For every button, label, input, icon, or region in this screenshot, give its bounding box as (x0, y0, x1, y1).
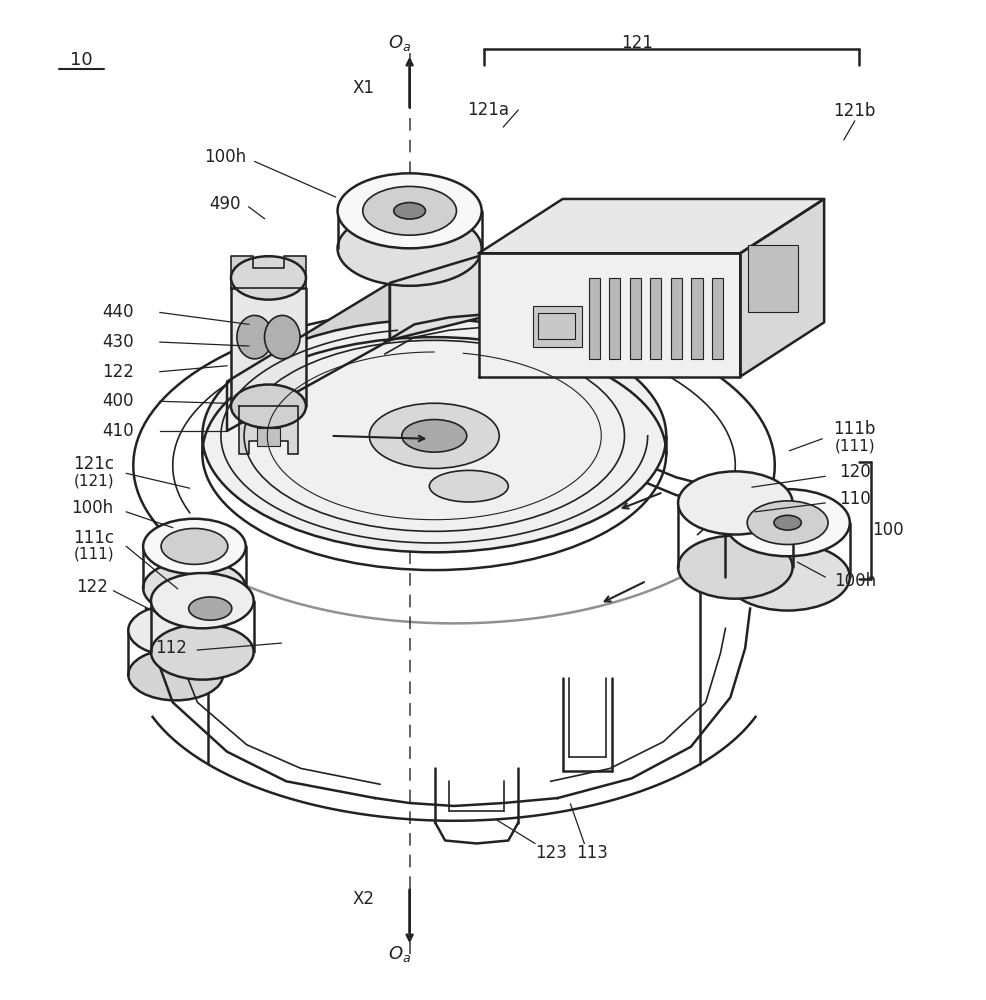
Text: 122: 122 (76, 578, 107, 596)
Ellipse shape (151, 624, 253, 680)
Bar (532, 306, 582, 347)
Text: 121c: 121c (73, 455, 114, 473)
Text: X1: X1 (352, 79, 374, 97)
Bar (690, 278, 702, 359)
Ellipse shape (725, 489, 849, 556)
Bar (711, 278, 723, 359)
Text: 100h: 100h (833, 572, 875, 590)
Text: 10: 10 (70, 51, 92, 69)
Ellipse shape (128, 649, 223, 700)
Ellipse shape (363, 186, 456, 235)
Text: 120: 120 (838, 463, 870, 481)
Polygon shape (231, 288, 306, 406)
Bar (588, 278, 599, 359)
Polygon shape (227, 283, 389, 431)
Text: 122: 122 (103, 363, 134, 381)
Ellipse shape (393, 203, 425, 219)
Ellipse shape (725, 543, 849, 611)
Text: 121: 121 (620, 34, 652, 52)
Text: 430: 430 (103, 333, 134, 351)
Ellipse shape (202, 319, 666, 552)
Text: 110: 110 (838, 490, 870, 508)
Bar (537, 313, 575, 339)
Ellipse shape (128, 605, 223, 656)
Polygon shape (478, 199, 823, 253)
Polygon shape (740, 199, 823, 377)
Ellipse shape (151, 573, 253, 628)
Ellipse shape (773, 515, 801, 530)
Ellipse shape (337, 211, 481, 286)
Ellipse shape (264, 315, 300, 359)
Text: 123: 123 (534, 844, 566, 862)
Text: 100h: 100h (71, 499, 112, 517)
Ellipse shape (231, 385, 306, 428)
Ellipse shape (401, 420, 466, 452)
Text: 100h: 100h (204, 148, 246, 166)
Bar (670, 278, 681, 359)
Ellipse shape (369, 403, 499, 468)
Text: 410: 410 (103, 422, 134, 440)
Text: 113: 113 (576, 844, 607, 862)
Ellipse shape (677, 536, 792, 599)
Ellipse shape (746, 501, 827, 545)
Polygon shape (239, 406, 298, 454)
Bar (256, 428, 280, 446)
Text: (111): (111) (833, 438, 875, 453)
Ellipse shape (143, 519, 246, 574)
Text: X2: X2 (352, 890, 374, 908)
Text: (111): (111) (73, 547, 114, 562)
Text: 490: 490 (209, 195, 241, 213)
Bar (629, 278, 640, 359)
Ellipse shape (677, 471, 792, 535)
Ellipse shape (161, 528, 228, 564)
Bar (608, 278, 620, 359)
Bar (747, 245, 798, 312)
Text: $O_a$: $O_a$ (387, 944, 411, 964)
Text: 400: 400 (103, 392, 134, 410)
Ellipse shape (237, 315, 272, 359)
Ellipse shape (337, 173, 481, 248)
Polygon shape (231, 256, 306, 288)
Text: 100: 100 (872, 521, 903, 539)
Polygon shape (389, 255, 481, 340)
Ellipse shape (188, 597, 232, 620)
Text: $O_a$: $O_a$ (387, 33, 411, 53)
Text: 440: 440 (103, 303, 134, 321)
Text: (121): (121) (73, 474, 114, 489)
Text: 121a: 121a (467, 101, 509, 119)
Ellipse shape (231, 256, 306, 300)
Text: 111b: 111b (833, 420, 875, 438)
Text: 111c: 111c (73, 529, 114, 547)
Ellipse shape (429, 470, 508, 502)
Ellipse shape (143, 560, 246, 615)
Text: 121b: 121b (833, 102, 875, 120)
Text: 112: 112 (155, 639, 186, 657)
Bar (650, 278, 661, 359)
Polygon shape (478, 253, 740, 377)
